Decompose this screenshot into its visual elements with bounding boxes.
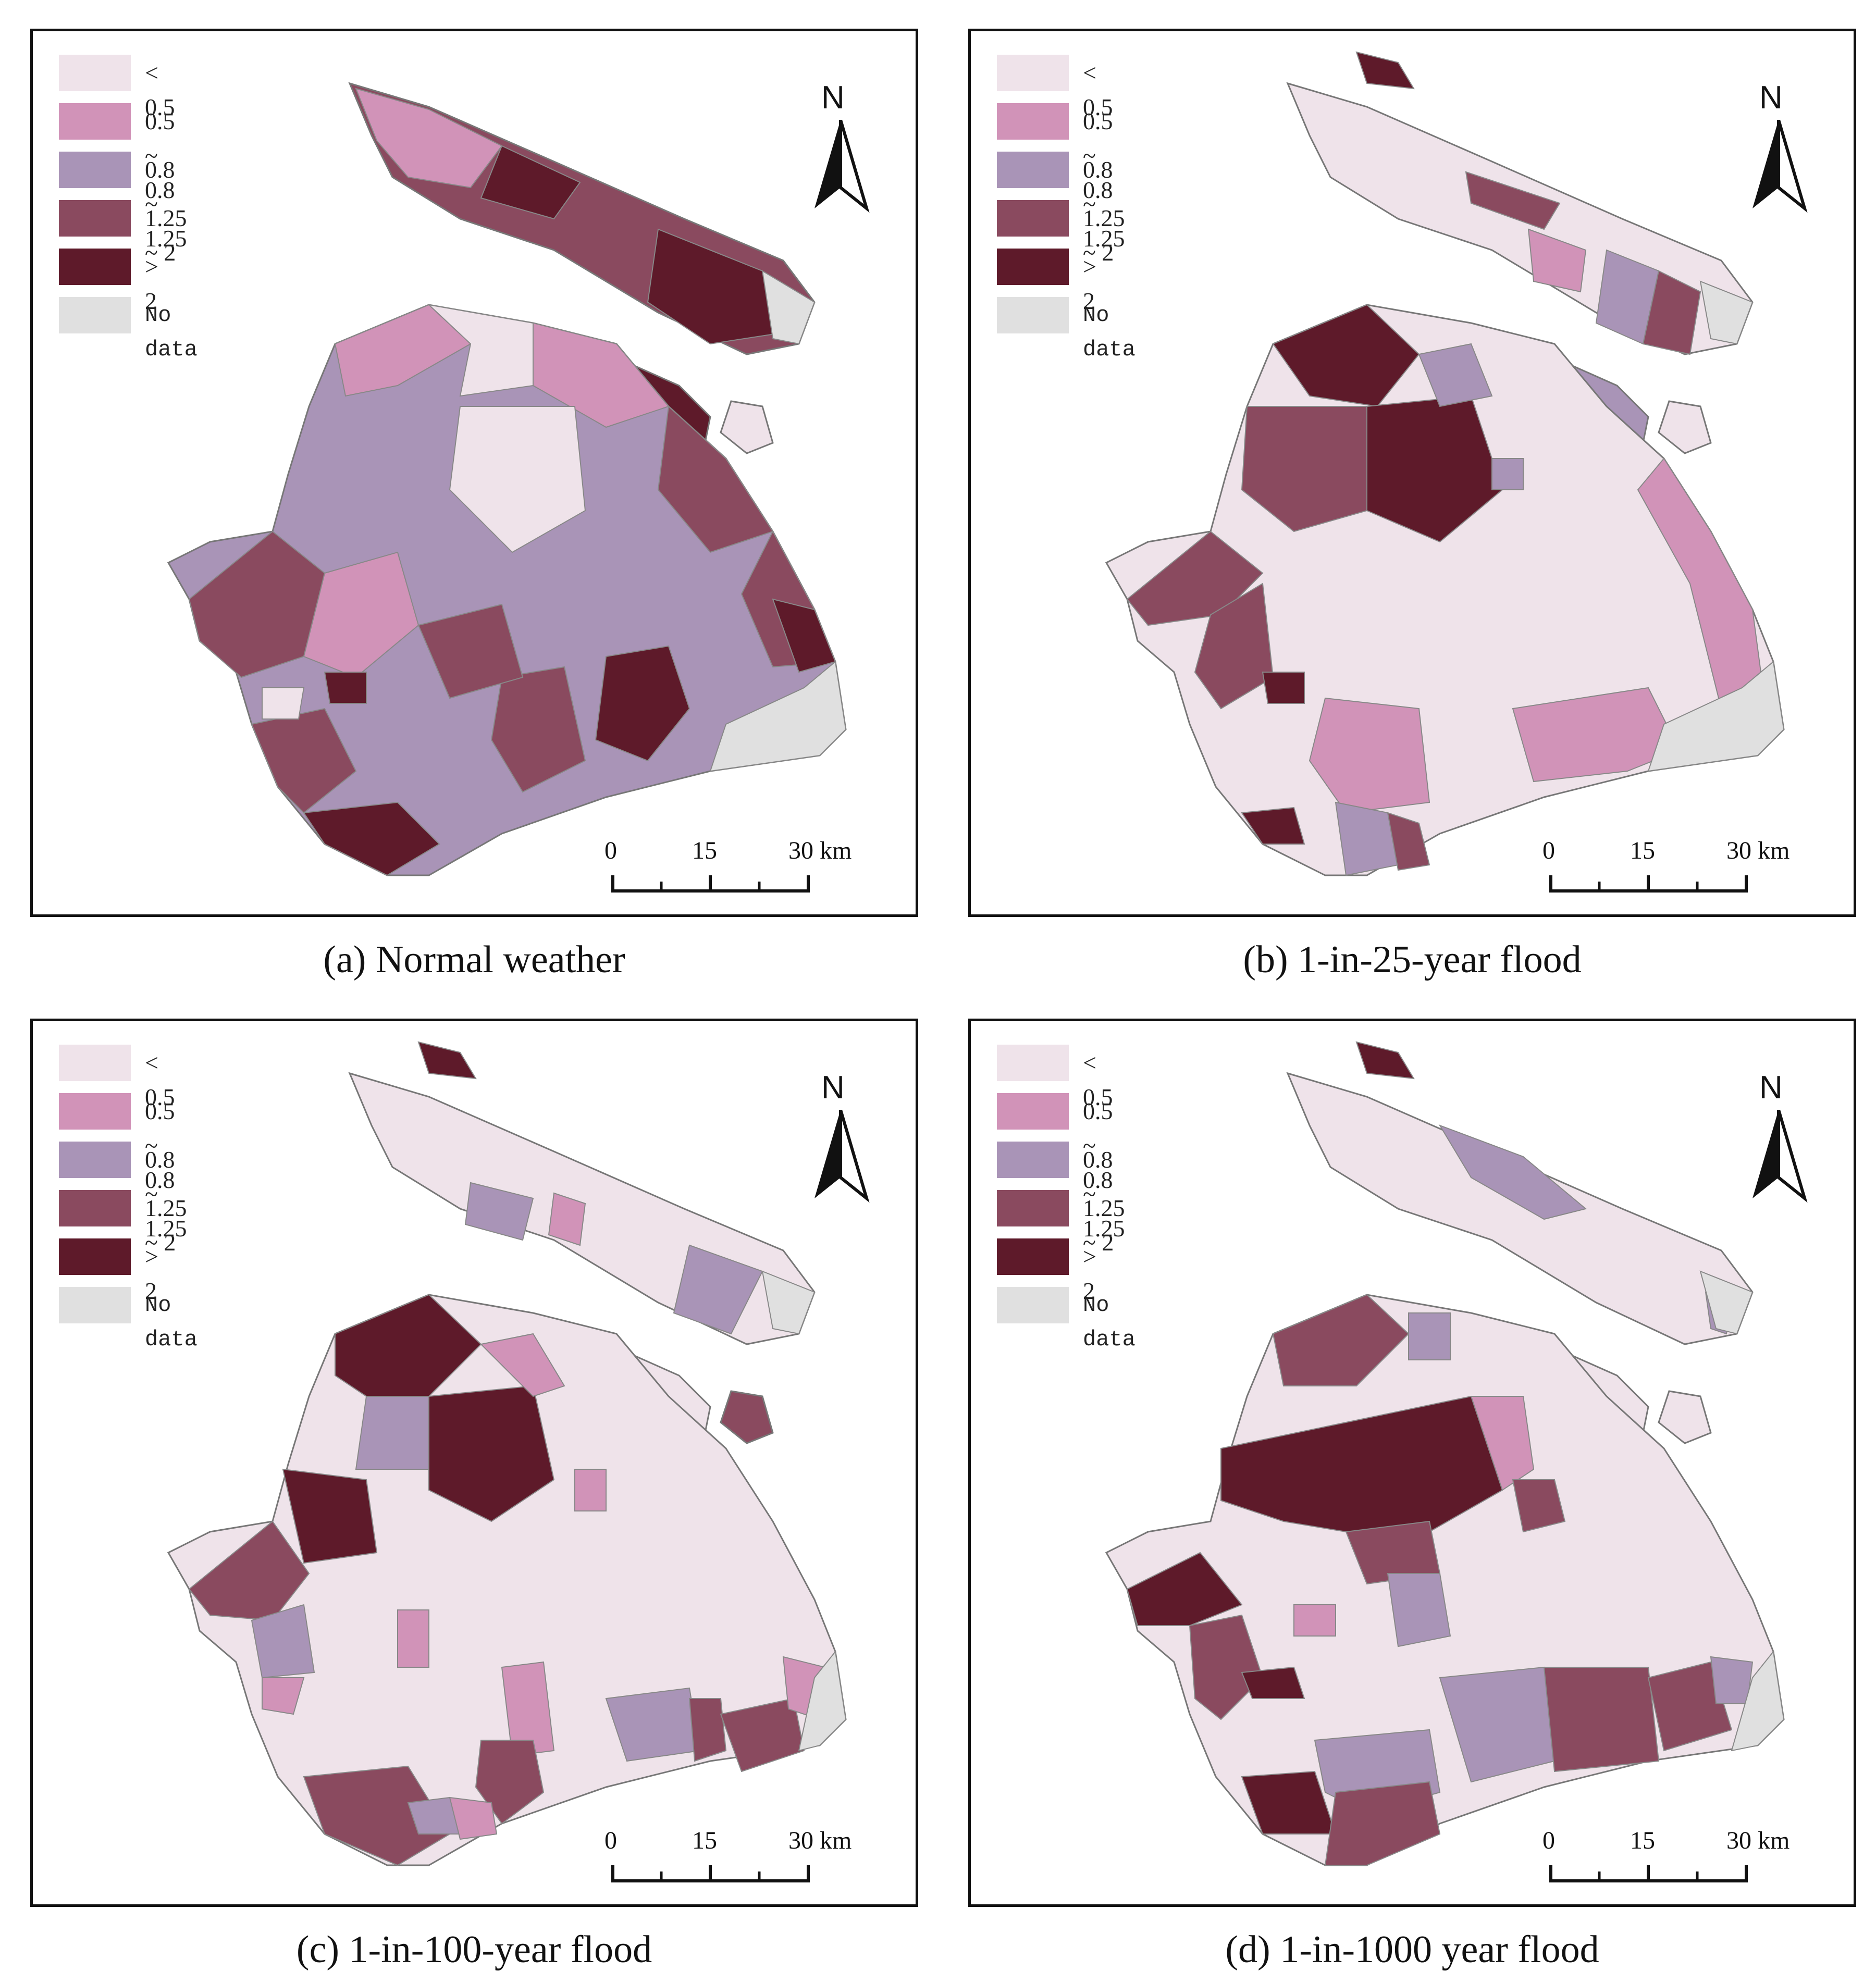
legend-swatch <box>59 1238 131 1275</box>
legend-label: 0.8 ~ 1.25 <box>145 1146 187 1242</box>
legend-swatch <box>997 249 1069 285</box>
scale-label-30: 30 km <box>788 837 852 864</box>
north-arrow-icon <box>814 1110 870 1203</box>
legend-swatch <box>997 1093 1069 1130</box>
legend-swatch <box>997 152 1069 188</box>
legend-swatch <box>997 1142 1069 1178</box>
north-arrow-icon <box>1752 120 1808 213</box>
legend-swatch <box>997 297 1069 333</box>
legend-swatch <box>59 1142 131 1178</box>
legend-label: No data <box>1083 1293 1136 1352</box>
legend-label: < 0.5 <box>145 1049 175 1110</box>
scale-bar <box>1549 1865 1748 1882</box>
scale-bar <box>1549 875 1748 893</box>
scale-label-0: 0 <box>604 1827 617 1854</box>
legend-label: 0.5 ~ 0.8 <box>145 1098 175 1193</box>
legend-label: 1.25 ~ 2 <box>145 205 187 266</box>
legend-label: No data <box>145 303 198 362</box>
legend-swatch <box>59 1093 131 1130</box>
legend-label: < 0.5 <box>1083 59 1113 120</box>
legend-label: < 0.5 <box>145 59 175 120</box>
legend-swatch <box>59 249 131 285</box>
legend-swatch <box>997 1238 1069 1275</box>
north-arrow-icon <box>814 120 870 213</box>
legend-label: < 0.5 <box>1083 1049 1113 1110</box>
legend-label: > 2 <box>145 1243 158 1304</box>
caption-b: (b) 1-in-25-year flood <box>1243 938 1582 981</box>
north-arrow-label: N <box>821 1070 845 1106</box>
legend-swatch <box>59 200 131 237</box>
legend-label: 1.25 ~ 2 <box>1083 205 1125 266</box>
legend-swatch <box>997 1190 1069 1226</box>
legend-label: > 2 <box>1083 253 1096 314</box>
north-arrow-label: N <box>821 80 845 116</box>
legend-swatch <box>59 297 131 333</box>
legend-label: 0.8 ~ 1.25 <box>145 156 187 252</box>
legend-swatch <box>997 103 1069 140</box>
legend-label: 0.5 ~ 0.8 <box>1083 1098 1113 1193</box>
legend-swatch <box>59 1190 131 1226</box>
legend-swatch <box>997 1287 1069 1323</box>
map-b <box>1105 51 1785 876</box>
caption-d: (d) 1-in-1000 year flood <box>1225 1928 1599 1971</box>
scale-label-30: 30 km <box>788 1827 852 1854</box>
scale-label-0: 0 <box>604 837 617 864</box>
legend-label: > 2 <box>1083 1243 1096 1304</box>
legend-label: 1.25 ~ 2 <box>1083 1195 1125 1256</box>
scale-label-15: 15 <box>1630 1827 1655 1854</box>
map-panel-b: < 0.5 0.5 ~ 0.8 0.8 ~ 1.25 1.25 ~ 2 > 2 … <box>968 29 1856 917</box>
caption-c: (c) 1-in-100-year flood <box>296 1928 652 1971</box>
north-arrow-icon <box>1752 1110 1808 1203</box>
legend-label: 0.8 ~ 1.25 <box>1083 156 1125 252</box>
scale-bar <box>611 1865 810 1882</box>
legend-swatch <box>59 1287 131 1323</box>
caption-a: (a) Normal weather <box>323 938 625 981</box>
legend-label: 0.5 ~ 0.8 <box>1083 108 1113 203</box>
map-panel-c: < 0.5 0.5 ~ 0.8 0.8 ~ 1.25 1.25 ~ 2 > 2 … <box>30 1019 918 1907</box>
legend-label: > 2 <box>145 253 158 314</box>
scale-label-15: 15 <box>1630 837 1655 864</box>
legend-label: No data <box>1083 303 1136 362</box>
scale-label-0: 0 <box>1542 837 1555 864</box>
legend-swatch <box>59 103 131 140</box>
legend-swatch <box>59 1045 131 1081</box>
north-arrow-label: N <box>1759 1070 1783 1106</box>
scale-label-30: 30 km <box>1726 1827 1790 1854</box>
legend-label: 1.25 ~ 2 <box>145 1195 187 1256</box>
map-a <box>167 82 847 876</box>
legend-label: 0.5 ~ 0.8 <box>145 108 175 203</box>
scale-label-15: 15 <box>692 1827 717 1854</box>
legend-swatch <box>59 152 131 188</box>
legend-swatch <box>997 55 1069 91</box>
legend-swatch <box>59 55 131 91</box>
legend-swatch <box>997 1045 1069 1081</box>
map-d <box>1105 1041 1785 1866</box>
map-c <box>167 1041 847 1866</box>
legend-swatch <box>997 200 1069 237</box>
north-arrow-label: N <box>1759 80 1783 116</box>
map-panel-a: < 0.5 0.5 ~ 0.8 0.8 ~ 1.25 1.25 ~ 2 > 2 … <box>30 29 918 917</box>
map-panel-d: < 0.5 0.5 ~ 0.8 0.8 ~ 1.25 1.25 ~ 2 > 2 … <box>968 1019 1856 1907</box>
scale-label-15: 15 <box>692 837 717 864</box>
scale-label-30: 30 km <box>1726 837 1790 864</box>
scale-bar <box>611 875 810 893</box>
legend-label: No data <box>145 1293 198 1352</box>
legend-label: 0.8 ~ 1.25 <box>1083 1146 1125 1242</box>
scale-label-0: 0 <box>1542 1827 1555 1854</box>
